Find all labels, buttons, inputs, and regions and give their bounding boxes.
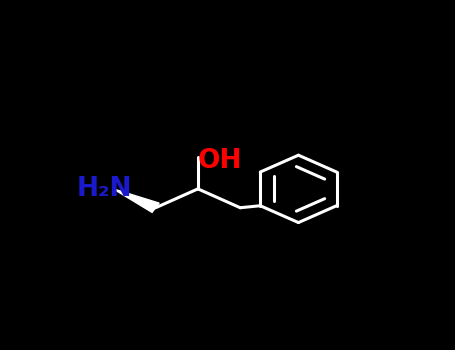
Text: OH: OH	[198, 148, 243, 174]
Polygon shape	[113, 189, 159, 212]
Text: H₂N: H₂N	[76, 176, 132, 202]
